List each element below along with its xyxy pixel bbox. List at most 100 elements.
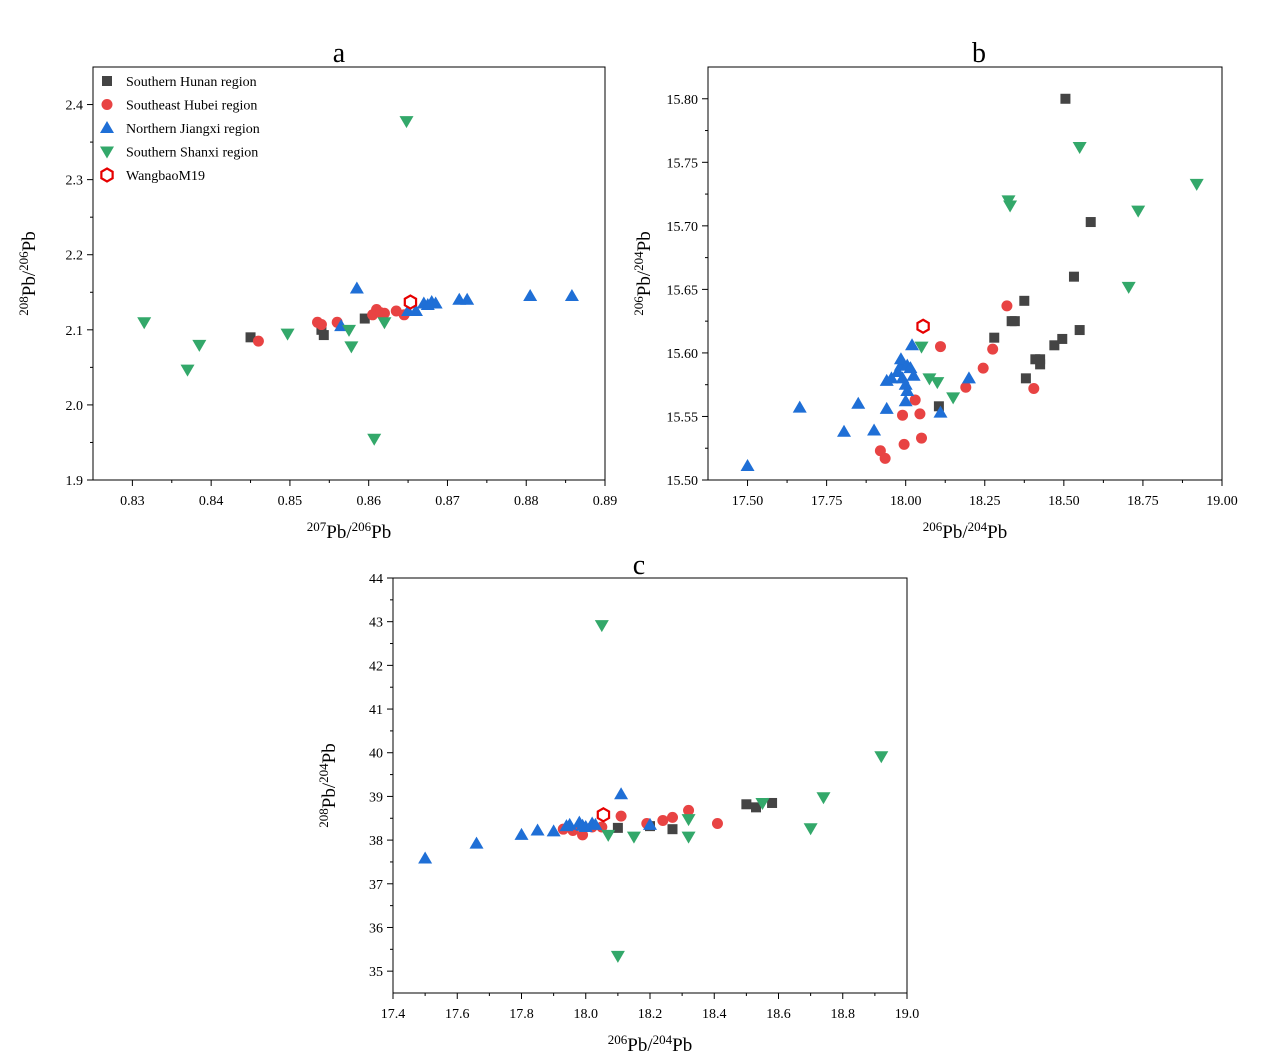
point-jiangxi bbox=[879, 401, 894, 414]
point-shanxi bbox=[367, 433, 382, 446]
plot-frame-c bbox=[392, 577, 908, 994]
x-axis-title-c: 206Pb/204Pb bbox=[608, 1032, 692, 1057]
point-hunan bbox=[741, 799, 752, 810]
point-jiangxi bbox=[523, 289, 538, 302]
point-jiangxi bbox=[851, 396, 866, 409]
legend-label-jiangxi: Northern Jiangxi region bbox=[126, 122, 260, 137]
point-hunan bbox=[359, 313, 370, 324]
point-hunan bbox=[1035, 354, 1046, 365]
y-axis-title-a: 208Pb/206Pb bbox=[16, 231, 41, 315]
x-tick-label-a: 0.86 bbox=[356, 494, 381, 509]
point-jiangxi bbox=[900, 384, 915, 397]
y-tick-label-c: 44 bbox=[369, 572, 383, 587]
y-axis-title-a-sup1: 208 bbox=[16, 296, 31, 316]
x-tick-label-c: 18.8 bbox=[831, 1007, 856, 1022]
point-shanxi bbox=[930, 377, 945, 390]
x-tick-label-b: 18.50 bbox=[1048, 494, 1080, 509]
point-hunan bbox=[989, 332, 1000, 343]
point-hunan bbox=[1020, 373, 1031, 384]
point-shanxi bbox=[377, 317, 392, 330]
point-hubei bbox=[914, 408, 926, 420]
x-tick-label-c: 19.0 bbox=[895, 1007, 920, 1022]
point-jiangxi bbox=[792, 400, 807, 413]
point-hunan bbox=[1009, 316, 1020, 327]
point-shanxi bbox=[180, 364, 195, 377]
x-axis-title-a: 207Pb/206Pb bbox=[307, 519, 391, 544]
point-jiangxi bbox=[867, 423, 882, 436]
point-shanxi bbox=[1189, 178, 1204, 191]
point-hunan bbox=[667, 824, 678, 835]
point-jiangxi bbox=[408, 304, 423, 317]
y-axis-title-b: 206Pb/204Pb bbox=[631, 231, 656, 315]
point-jiangxi bbox=[418, 851, 433, 864]
x-tick-label-a: 0.89 bbox=[593, 494, 618, 509]
point-shanxi bbox=[755, 797, 770, 810]
point-jiangxi bbox=[588, 817, 603, 830]
point-jiangxi bbox=[546, 824, 561, 837]
point-hubei bbox=[683, 804, 695, 816]
point-shanxi bbox=[803, 823, 818, 836]
y-tick-label-b: 15.50 bbox=[667, 474, 699, 489]
point-hunan bbox=[1035, 359, 1046, 370]
y-tick-label-a: 2.1 bbox=[66, 324, 84, 339]
y-tick-label-b: 15.60 bbox=[667, 347, 699, 362]
point-shanxi bbox=[681, 831, 696, 844]
y-axis-title-a-tail: Pb bbox=[19, 231, 40, 251]
point-shanxi bbox=[280, 328, 295, 341]
point-jiangxi bbox=[614, 787, 629, 800]
y-axis-title-a-sup2: 206 bbox=[16, 251, 31, 271]
point-shanxi bbox=[1072, 142, 1087, 155]
point-shanxi bbox=[874, 751, 889, 764]
x-tick-label-a: 0.83 bbox=[120, 494, 145, 509]
legend-marker-shanxi bbox=[100, 146, 114, 159]
point-hubei bbox=[615, 810, 627, 822]
point-jiangxi bbox=[469, 836, 484, 849]
x-tick-label-b: 18.00 bbox=[890, 494, 922, 509]
legend-marker-wangbao bbox=[100, 167, 114, 183]
point-jiangxi bbox=[530, 823, 545, 836]
legend-label-shanxi: Southern Shanxi region bbox=[126, 146, 258, 161]
y-tick-label-a: 2.2 bbox=[66, 249, 84, 264]
point-jiangxi bbox=[893, 352, 908, 365]
point-jiangxi bbox=[643, 817, 657, 830]
y-tick-label-c: 39 bbox=[369, 790, 383, 805]
point-hunan bbox=[245, 332, 256, 343]
y-axis-title-b-tail: Pb bbox=[634, 231, 655, 251]
point-shanxi bbox=[1003, 200, 1018, 213]
point-hubei bbox=[315, 319, 327, 331]
point-shanxi bbox=[594, 620, 609, 633]
y-axis-title-b-base: Pb/ bbox=[634, 270, 655, 296]
y-tick-label-c: 37 bbox=[369, 878, 383, 893]
point-hubei bbox=[916, 432, 928, 444]
legend-label-hunan: Southern Hunan region bbox=[126, 75, 257, 90]
x-tick-label-c: 18.6 bbox=[766, 1007, 791, 1022]
x-tick-label-c: 18.2 bbox=[638, 1007, 663, 1022]
point-shanxi bbox=[192, 339, 207, 352]
y-axis-title-b-sup1: 206 bbox=[631, 296, 646, 316]
point-jiangxi bbox=[884, 371, 899, 384]
y-tick-label-a: 2.3 bbox=[66, 174, 84, 189]
x-tick-label-a: 0.84 bbox=[199, 494, 224, 509]
x-axis-title-c-base: Pb/ bbox=[627, 1035, 653, 1056]
point-wangbao bbox=[403, 294, 418, 310]
y-axis-title-c-sup1: 208 bbox=[316, 808, 331, 828]
point-hubei bbox=[898, 438, 910, 450]
point-shanxi bbox=[1131, 205, 1146, 218]
point-hubei bbox=[909, 394, 921, 406]
point-hunan bbox=[751, 802, 762, 813]
point-shanxi bbox=[946, 392, 961, 405]
x-tick-label-c: 17.4 bbox=[381, 1007, 406, 1022]
y-tick-label-c: 36 bbox=[369, 921, 383, 936]
x-tick-label-b: 17.50 bbox=[732, 494, 764, 509]
x-axis-title-a-sup1: 207 bbox=[307, 519, 327, 534]
point-shanxi bbox=[626, 831, 641, 844]
point-hubei bbox=[897, 409, 909, 421]
x-tick-label-b: 18.75 bbox=[1127, 494, 1159, 509]
y-tick-label-c: 38 bbox=[369, 834, 383, 849]
point-jiangxi bbox=[349, 281, 364, 294]
y-tick-label-c: 42 bbox=[369, 659, 383, 674]
x-axis-title-a-base: Pb/ bbox=[326, 522, 352, 543]
point-hunan bbox=[1060, 93, 1071, 104]
points-b bbox=[740, 93, 1204, 472]
